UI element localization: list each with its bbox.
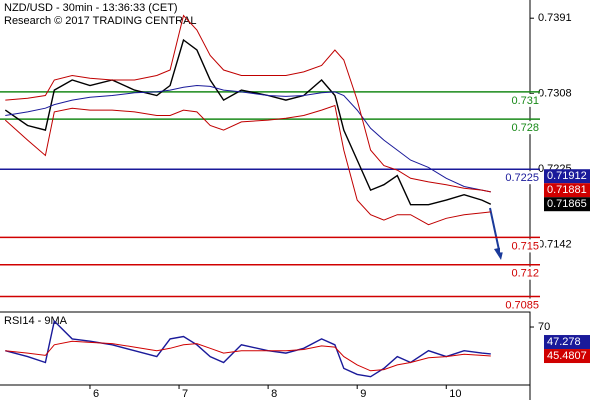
value-box: [544, 183, 590, 198]
level-label: 0.7225: [505, 172, 539, 184]
series-line: [5, 14, 491, 193]
value-box: [544, 349, 590, 364]
chart-title: NZD/USD - 30min - 13:36:33 (CET): [4, 2, 178, 14]
series-line: [4, 104, 491, 226]
level-label: 0.7085: [505, 299, 539, 311]
level-label: 0.712: [511, 268, 539, 280]
value-box: [544, 335, 590, 350]
y-tick-label: 0.7308: [538, 88, 572, 100]
series-line: [5, 84, 491, 193]
y-tick-label: 70: [538, 321, 550, 333]
value-box-label: 0.71881: [547, 184, 587, 196]
level-label: 0.728: [511, 122, 539, 134]
y-tick-label: 0.7391: [538, 12, 572, 24]
x-tick-label: 6: [93, 388, 99, 400]
level-label-bg: [500, 239, 540, 253]
x-tick-label: 7: [182, 388, 188, 400]
rsi-title: RSI14 - 9MA: [4, 315, 68, 327]
level-label: 0.731: [511, 95, 539, 107]
level-label-bg: [500, 93, 540, 107]
x-tick-label: 8: [271, 388, 277, 400]
value-box-label: 0.71865: [547, 198, 587, 210]
level-label-bg: [500, 298, 540, 312]
value-box: [544, 197, 590, 212]
level-label-bg: [500, 171, 540, 185]
chart-subtitle: Research © 2017 TRADING CENTRAL: [4, 15, 197, 27]
series-line: [5, 340, 491, 372]
arrow-shaft: [489, 207, 500, 251]
value-box: [544, 169, 590, 184]
value-box-label: 47.278: [547, 336, 581, 348]
level-label-bg: [500, 121, 540, 135]
level-label-bg: [500, 266, 540, 280]
x-tick-label: 10: [449, 388, 461, 400]
level-label: 0.715: [511, 240, 539, 252]
value-box-label: 45.4807: [547, 350, 587, 362]
y-tick-label: 0.7142: [538, 239, 572, 251]
value-box-label: 0.71912: [547, 170, 587, 182]
x-tick-label: 9: [360, 388, 366, 400]
